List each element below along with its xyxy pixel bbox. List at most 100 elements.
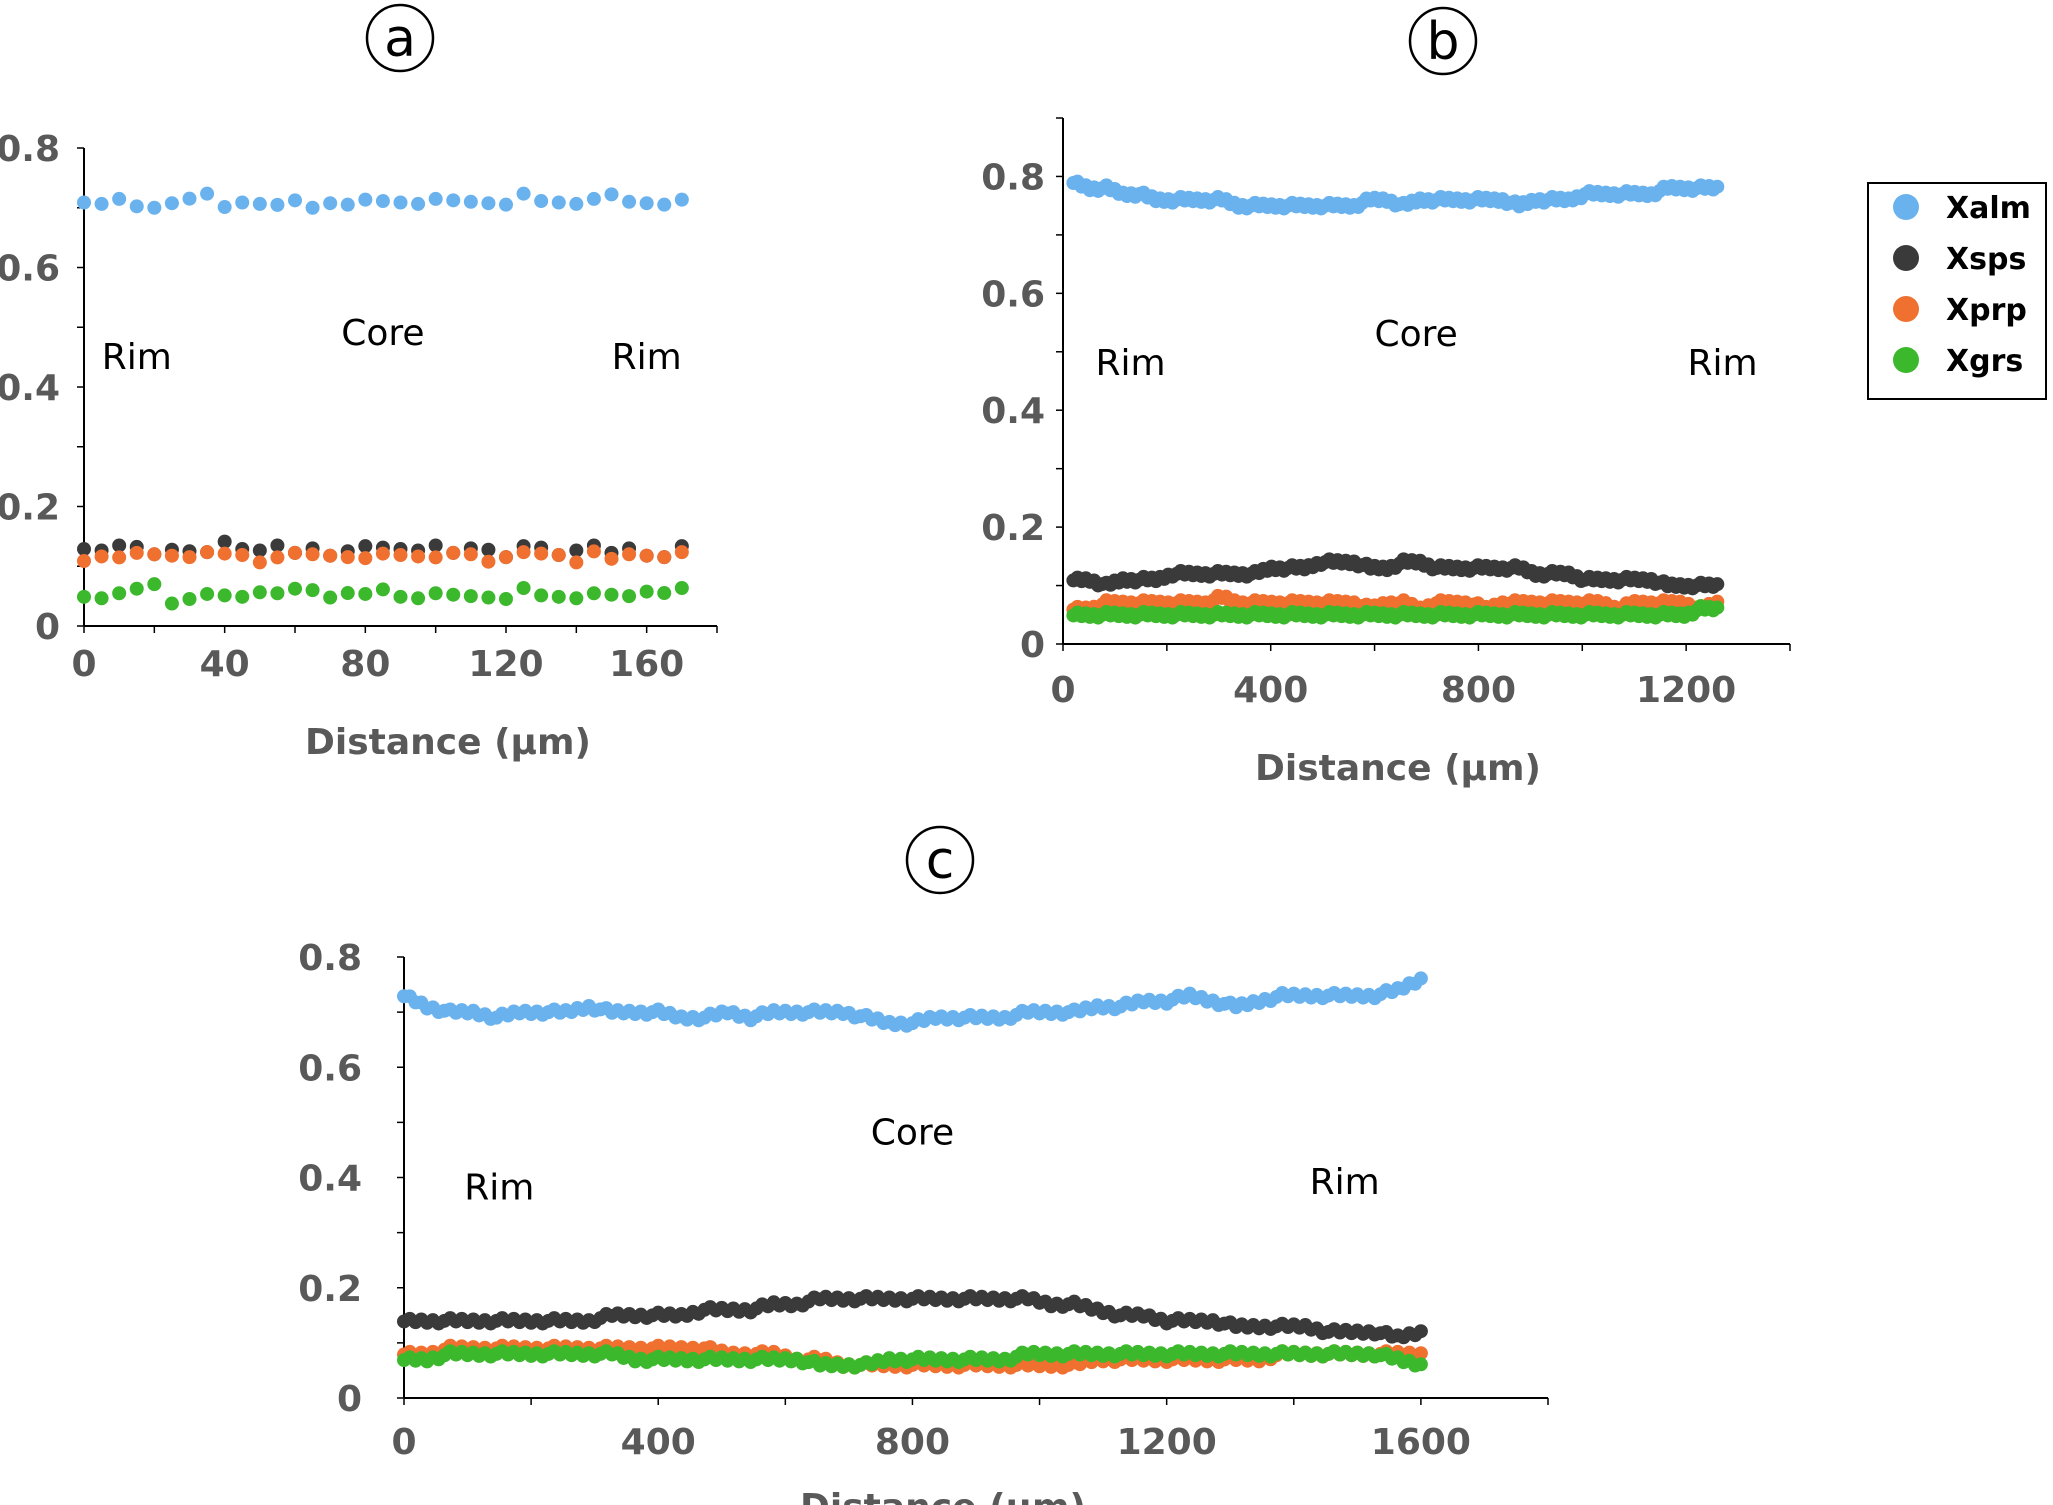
data-point-xalm [639, 196, 654, 211]
data-point-xalm [622, 194, 637, 209]
data-point-xprp [288, 545, 302, 560]
data-point-xgrs [147, 577, 162, 592]
annotation-core: Core [871, 1112, 954, 1153]
x-tick-label: 1200 [1117, 1422, 1217, 1463]
data-point-xalm [516, 186, 531, 201]
panel-a-letter: a [384, 9, 416, 69]
data-point-xgrs [428, 586, 443, 601]
data-point-xprp [94, 549, 109, 564]
data-point-xprp [252, 555, 267, 570]
data-point-xalm [252, 196, 267, 211]
y-tick-label: 0 [1020, 625, 1045, 666]
data-point-xsps [1413, 1324, 1428, 1339]
data-point-xalm [586, 191, 601, 206]
x-tick-label: 800 [875, 1422, 950, 1463]
data-point-xalm [340, 197, 355, 212]
y-tick-label: 0.6 [298, 1048, 362, 1089]
legend-marker-xsps [1893, 245, 1919, 271]
series-xprp [77, 544, 689, 570]
data-point-xgrs [182, 591, 197, 606]
data-point-xalm [1413, 971, 1428, 986]
data-point-xgrs [129, 581, 144, 596]
data-point-xgrs [393, 589, 408, 604]
annotation-rim: Rim [612, 337, 682, 378]
data-point-xgrs [323, 590, 338, 605]
data-point-xprp [200, 545, 215, 560]
data-point-xgrs [305, 583, 320, 598]
data-point-xprp [164, 548, 179, 563]
data-point-xalm [375, 194, 390, 209]
data-point-xgrs [77, 589, 91, 604]
panel-c-letter: c [926, 831, 955, 891]
data-point-xalm [270, 197, 285, 212]
series-xgrs [397, 1344, 1428, 1375]
y-tick-label: 0 [337, 1379, 362, 1420]
data-point-xprp [516, 545, 531, 560]
y-tick-label: 0.8 [981, 157, 1045, 198]
data-point-xprp [112, 550, 127, 565]
chart-panel-b: 0 0.2 0.4 0.6 0.8 0 400 800 1200 Distance (µm) Rim… [981, 117, 1791, 789]
data-point-xalm [534, 194, 549, 209]
data-point-xalm [657, 197, 672, 212]
panel-c-label: c [905, 825, 975, 895]
data-point-xgrs [270, 586, 285, 601]
legend-marker-xgrs [1893, 347, 1919, 373]
annotation-rim: Rim [1310, 1162, 1380, 1203]
data-point-xprp [639, 548, 654, 563]
data-point-xgrs [358, 586, 373, 601]
data-point-xgrs [481, 590, 496, 605]
data-point-xgrs [534, 588, 549, 603]
data-point-xalm [305, 200, 320, 215]
data-point-xsps [569, 543, 584, 558]
data-point-xprp [428, 550, 443, 565]
series-xalm [1066, 174, 1725, 216]
x-tick-label: 160 [609, 644, 684, 685]
chart-panel-a: 0 0.2 0.4 0.6 0.8 0 40 80 120 160 Distance (µm) Rim… [0, 129, 718, 763]
y-tick-label: 0.4 [981, 391, 1045, 432]
data-point-xgrs [217, 588, 232, 603]
annotation-rim: Rim [1687, 343, 1757, 384]
data-point-xgrs [200, 586, 215, 601]
data-point-xalm [463, 194, 478, 209]
data-point-xalm [182, 191, 197, 206]
series-xsps [397, 1289, 1428, 1345]
data-point-xprp [622, 547, 637, 562]
data-point-xgrs [499, 591, 513, 606]
data-point-xalm [77, 195, 91, 210]
data-point-xsps [77, 542, 91, 557]
x-axis-title: Distance (µm) [1255, 748, 1541, 789]
data-point-xalm [674, 192, 689, 207]
panel-b-label: b [1408, 6, 1478, 76]
data-point-xalm [411, 196, 426, 211]
series-xalm [77, 186, 689, 215]
annotation-core: Core [1374, 314, 1457, 355]
data-point-xsps [252, 543, 267, 558]
x-axis-title: Distance (µm) [305, 722, 591, 763]
data-point-xalm [200, 186, 215, 201]
data-point-xsps [358, 539, 373, 554]
data-point-xprp [340, 550, 355, 565]
x-tick-label: 0 [71, 644, 96, 685]
x-tick-label: 80 [340, 644, 390, 685]
data-point-xprp [499, 550, 513, 565]
legend: Xalm Xsps Xprp Xgrs [1867, 182, 2047, 400]
data-point-xalm [551, 195, 566, 210]
data-point-xprp [534, 546, 549, 561]
data-point-xgrs [463, 589, 478, 604]
legend-marker-xalm [1893, 194, 1919, 220]
x-tick-label: 40 [200, 644, 250, 685]
series-xsps [1066, 552, 1725, 596]
x-tick-label: 800 [1441, 670, 1516, 711]
data-point-xalm [94, 196, 109, 211]
data-point-xalm [288, 193, 302, 208]
x-tick-label: 400 [621, 1422, 696, 1463]
data-point-xgrs [235, 589, 250, 604]
data-point-xprp [657, 550, 672, 565]
data-point-xgrs [112, 586, 127, 601]
data-point-xgrs [375, 582, 390, 597]
data-point-xprp [147, 547, 162, 562]
series-xgrs [77, 577, 689, 611]
data-point-xprp [674, 545, 689, 560]
data-point-xsps [428, 538, 443, 553]
